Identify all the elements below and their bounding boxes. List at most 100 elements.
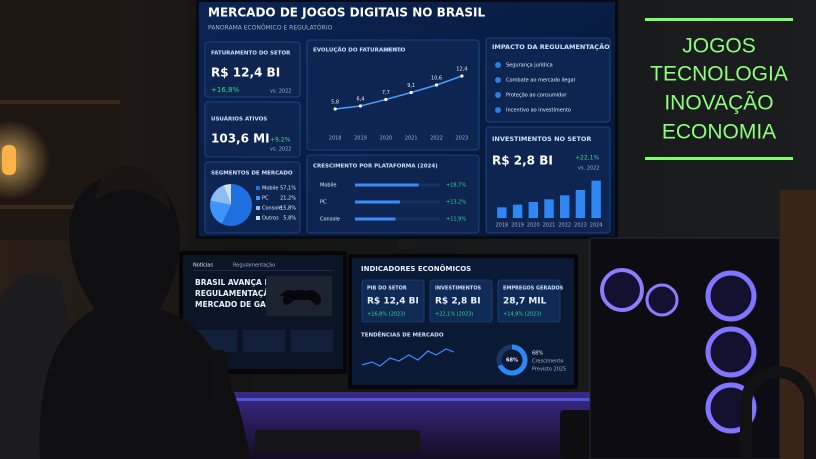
value-label: +11,9% bbox=[446, 217, 466, 223]
line-point bbox=[460, 74, 464, 78]
person bbox=[39, 174, 250, 459]
microphone bbox=[210, 350, 228, 410]
donut-label: 68% bbox=[506, 358, 518, 364]
x-tick-label: 2023 bbox=[455, 136, 468, 142]
category-label: PC bbox=[320, 200, 327, 206]
pie-slice bbox=[210, 185, 231, 205]
card-change: +22,1% (2023) bbox=[435, 312, 473, 318]
shelf-board bbox=[0, 205, 120, 209]
line-point bbox=[409, 90, 413, 95]
chart-title: EVOLUÇÃO DO FATURAMENTO bbox=[313, 47, 406, 54]
kpi-value: 103,6 MI bbox=[211, 132, 270, 146]
x-tick-label: 2024 bbox=[590, 223, 603, 229]
legend-label: Console bbox=[262, 206, 282, 212]
x-tick-label: 2019 bbox=[511, 223, 524, 229]
headline: BRASIL AVANÇA NA bbox=[195, 278, 277, 287]
indicator-card bbox=[497, 279, 561, 323]
card-label: EMPREGOS GERADOS bbox=[503, 286, 564, 292]
chart-unit: (R$ BI) bbox=[384, 48, 401, 54]
chart-title: CRESCIMENTO POR PLATAFORMA (2024) bbox=[313, 164, 438, 170]
x-tick-label: 2020 bbox=[379, 136, 392, 142]
panel-title: TENDÊNCIAS DE MERCADO bbox=[361, 331, 444, 339]
case-fan bbox=[705, 326, 757, 378]
bar bbox=[497, 207, 507, 218]
chart-title: SEGMENTOS DE MERCADO bbox=[211, 171, 293, 177]
kpi-period: vs. 2022 bbox=[270, 89, 291, 95]
donut-arc bbox=[496, 344, 528, 376]
divider bbox=[193, 270, 333, 271]
value-label: +13,2% bbox=[446, 200, 466, 206]
line-chart: 5,8 2018 6,4 2019 7,7 2020 9,1 2021 10,6 2022 12,4… bbox=[329, 67, 468, 142]
keyboard bbox=[255, 430, 420, 452]
category-label: Console bbox=[320, 217, 340, 223]
card-value: R$ 12,4 BI bbox=[367, 297, 419, 307]
kpi-value: R$ 12,4 BI bbox=[211, 66, 280, 80]
dashboard-title: MERCADO DE JOGOS DIGITAIS NO BRASIL bbox=[208, 6, 485, 20]
legend-swatch bbox=[256, 196, 260, 200]
x-tick-label: 2019 bbox=[354, 136, 367, 142]
tab[interactable]: Notícias bbox=[193, 262, 213, 269]
shelf-board bbox=[0, 100, 120, 104]
kpi-label: FATURAMENTO DO SETOR bbox=[211, 51, 291, 57]
x-tick-label: 2018 bbox=[329, 136, 342, 142]
x-tick-label: 2021 bbox=[543, 223, 556, 229]
card-value: R$ 2,8 BI bbox=[435, 297, 481, 307]
panel bbox=[204, 101, 301, 158]
kpi-change: +16,8% bbox=[211, 86, 239, 94]
bar-chart: Mobile +18,7% PC +13,2% Console +11,9% bbox=[320, 183, 466, 223]
legend-label: PC bbox=[262, 196, 269, 202]
forecast-note: Previsto 2025 bbox=[532, 367, 566, 373]
x-tick-label: 2022 bbox=[558, 223, 571, 229]
line-series bbox=[335, 75, 463, 110]
gamepad-icon bbox=[280, 290, 321, 305]
x-tick-label: 2021 bbox=[405, 136, 418, 142]
bar-track bbox=[355, 217, 440, 221]
neon-bar bbox=[645, 18, 793, 21]
value-label: 5,8 bbox=[331, 100, 339, 106]
x-tick-label: 2018 bbox=[495, 223, 508, 229]
x-tick-label: 2020 bbox=[527, 223, 540, 229]
value-label: 21,2% bbox=[280, 196, 296, 202]
kpi-period: vs. 2022 bbox=[270, 147, 291, 153]
kpi-label: USUÁRIOS ATIVOS bbox=[211, 116, 267, 123]
hair bbox=[95, 165, 170, 210]
category-label: Mobile bbox=[320, 183, 336, 189]
bar bbox=[528, 202, 538, 218]
lamp-glow bbox=[0, 120, 50, 200]
news-card bbox=[243, 330, 285, 352]
legend-swatch bbox=[256, 216, 260, 220]
line-point bbox=[358, 104, 363, 108]
kpi-change: +9,2% bbox=[270, 137, 291, 144]
headline: MERCADO DE GAMES bbox=[195, 300, 284, 309]
kpi-change: +22,1% bbox=[575, 155, 599, 162]
value-label: 6,4 bbox=[357, 97, 365, 103]
x-tick-label: 2023 bbox=[574, 223, 587, 229]
value-label: 9,1 bbox=[407, 83, 415, 89]
headline: REGULAMENTAÇÃO DO bbox=[195, 289, 291, 298]
tab[interactable]: Regulamentação bbox=[233, 263, 275, 269]
neon-text: JOGOS bbox=[682, 35, 756, 58]
check-icon bbox=[495, 92, 501, 98]
bar bbox=[560, 195, 570, 218]
kpi-value: R$ 2,8 BI bbox=[492, 154, 553, 168]
card-label: INVESTIMENTOS bbox=[435, 286, 481, 292]
card-value: 28,7 MIL bbox=[503, 297, 547, 307]
bar bbox=[575, 190, 586, 218]
trend-sparkline bbox=[361, 348, 455, 367]
panel-title: INDICADORES ECONÔMICOS bbox=[361, 264, 471, 273]
value-label: 15,8% bbox=[280, 206, 296, 212]
panel bbox=[306, 154, 480, 234]
tv-mount bbox=[398, 239, 416, 249]
panel-title: INVESTIMENTOS NO SETOR bbox=[492, 135, 591, 143]
bar bbox=[591, 180, 601, 218]
lamp bbox=[2, 145, 16, 175]
legend-swatch bbox=[256, 206, 260, 210]
led-strip bbox=[220, 398, 600, 401]
checklist: Segurança jurídica Combate ao mercado ile… bbox=[495, 62, 575, 114]
value-label: 5,8% bbox=[283, 216, 296, 222]
checklist-item: Proteção ao consumidor bbox=[506, 93, 567, 99]
pie-slice bbox=[210, 200, 231, 224]
checklist-item: Combate ao mercado ilegal bbox=[506, 78, 575, 84]
